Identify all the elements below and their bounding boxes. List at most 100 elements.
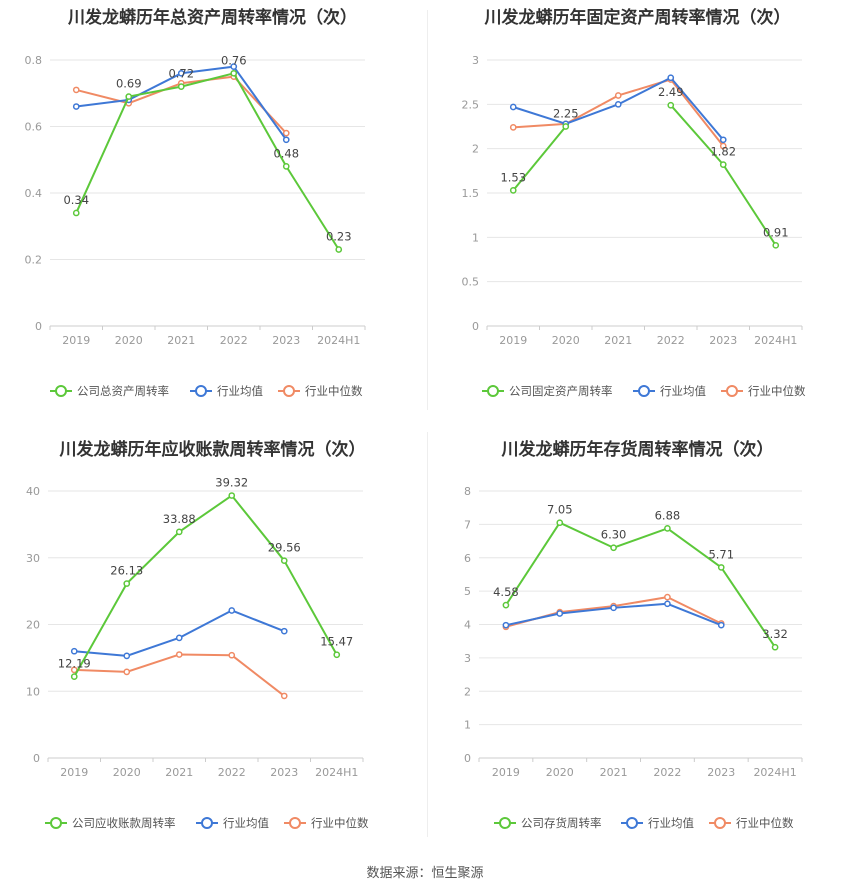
data-point-avg xyxy=(614,100,622,108)
y-tick-label: 2.5 xyxy=(462,98,480,111)
data-point-median xyxy=(719,142,727,150)
legend-label: 行业均值 xyxy=(223,816,269,830)
y-tick-label: 0.8 xyxy=(25,54,43,67)
data-label: 7.05 xyxy=(547,503,573,517)
legend-swatch-marker xyxy=(289,817,301,829)
data-point-median xyxy=(123,668,131,676)
data-point-median xyxy=(509,124,517,131)
series-line-avg xyxy=(74,609,285,657)
line-chart: 0 1 2 3 4 5 6 7 8 2019 2020 2021 2022 2023 2024H1 4.58 7… xyxy=(464,485,803,830)
data-label: 1.82 xyxy=(710,145,736,159)
data-point-avg xyxy=(719,136,727,144)
chart-title: 川发龙蟒历年应收账款周转率情况（次） xyxy=(59,440,366,460)
data-point-avg xyxy=(280,627,288,635)
y-tick-label: 1 xyxy=(472,231,479,244)
legend-swatch-marker xyxy=(50,817,62,829)
data-label: 5.71 xyxy=(708,547,734,561)
data-point-median xyxy=(664,593,671,601)
data-point-median xyxy=(175,651,183,658)
series-line-median xyxy=(513,78,725,147)
data-point-avg xyxy=(72,103,80,110)
chart-panel-receivables-turnover: 川发龙蟒历年应收账款周转率情况（次） 0 10 20 30 40 2019 2020 2021… xyxy=(0,432,425,842)
chart-title: 川发龙蟒历年总资产周转率情况（次） xyxy=(68,8,357,28)
data-point-avg xyxy=(610,604,617,612)
legend-swatch-marker xyxy=(195,385,207,397)
y-tick-label: 5 xyxy=(464,585,471,598)
data-label: 33.88 xyxy=(163,512,196,526)
legend-label: 行业中位数 xyxy=(305,384,363,398)
series-line-company xyxy=(73,494,338,678)
legend-label: 行业中位数 xyxy=(736,816,794,830)
data-point-company xyxy=(280,557,288,565)
chart-panel-fixed-asset-turnover: 川发龙蟒历年固定资产周转率情况（次） 0 0.5 1 1.5 2 2.5 3 2019 2020… xyxy=(425,0,850,410)
data-point-median xyxy=(282,129,290,137)
data-point-company xyxy=(610,544,617,552)
data-label: 1.53 xyxy=(500,170,526,184)
legend-label: 公司存货周转率 xyxy=(521,816,602,830)
data-point-company xyxy=(717,564,725,571)
y-tick-label: 0.6 xyxy=(25,121,43,134)
legend-label: 行业均值 xyxy=(660,384,706,398)
series-line-company xyxy=(75,72,340,251)
data-point-company xyxy=(125,93,133,100)
data-point-company xyxy=(228,492,236,499)
x-tick-label: 2019 xyxy=(60,766,88,779)
data-point-company xyxy=(509,186,517,194)
y-tick-label: 0.5 xyxy=(462,276,480,289)
data-point-company xyxy=(667,101,675,109)
data-point-avg xyxy=(177,69,185,77)
x-tick-label: 2021 xyxy=(167,334,195,347)
data-label: 0.23 xyxy=(326,230,352,244)
data-point-avg xyxy=(664,600,671,608)
legend-swatch-marker xyxy=(201,817,213,829)
y-tick-label: 0 xyxy=(464,752,471,765)
x-tick-label: 2022 xyxy=(653,766,681,779)
line-chart: 0 0.5 1 1.5 2 2.5 3 2019 2020 2021 2022 2023 2024H1 1… xyxy=(462,54,806,398)
legend-label: 行业中位数 xyxy=(311,816,369,830)
line-chart: 0 10 20 30 40 2019 2020 2021 2022 2023 2024H1 12.19… xyxy=(26,476,369,830)
legend-label: 公司总资产周转率 xyxy=(77,384,169,398)
data-label: 0.69 xyxy=(116,77,142,91)
data-point-company xyxy=(502,601,510,609)
y-tick-label: 1 xyxy=(464,719,471,732)
y-tick-label: 8 xyxy=(464,485,471,498)
data-point-median xyxy=(280,692,288,700)
data-label: 2.49 xyxy=(658,85,684,99)
data-label: 3.32 xyxy=(762,627,788,641)
x-tick-label: 2023 xyxy=(709,334,737,347)
data-label: 6.30 xyxy=(601,528,627,542)
x-tick-label: 2020 xyxy=(113,766,141,779)
legend-label: 行业均值 xyxy=(648,816,694,830)
panel-divider xyxy=(427,432,428,837)
data-label: 12.19 xyxy=(58,657,91,671)
data-label: 6.88 xyxy=(655,508,681,522)
x-tick-label: 2021 xyxy=(600,766,628,779)
y-tick-label: 1.5 xyxy=(462,187,480,200)
legend-swatch-marker xyxy=(714,817,726,829)
data-point-avg xyxy=(230,63,238,71)
y-tick-label: 0.2 xyxy=(25,254,43,267)
x-tick-label: 2021 xyxy=(604,334,632,347)
legend-swatch-marker xyxy=(283,385,295,397)
y-tick-label: 30 xyxy=(26,552,40,565)
data-point-company xyxy=(333,651,341,659)
data-point-company xyxy=(664,525,671,532)
y-tick-label: 7 xyxy=(464,518,471,531)
data-point-avg xyxy=(175,634,183,642)
data-point-company xyxy=(562,123,570,130)
data-point-company xyxy=(175,528,183,536)
data-label: 29.56 xyxy=(268,541,301,555)
x-tick-label: 2022 xyxy=(218,766,246,779)
data-point-median xyxy=(70,666,78,674)
series-line-median xyxy=(74,653,285,697)
legend-swatch-marker xyxy=(499,817,511,829)
y-tick-label: 0.4 xyxy=(25,187,43,200)
data-source: 数据来源：恒生聚源 xyxy=(366,866,484,881)
chart-title: 川发龙蟒历年存货周转率情况（次） xyxy=(501,440,774,460)
y-tick-label: 2 xyxy=(464,685,471,698)
x-tick-label: 2024H1 xyxy=(315,766,358,779)
data-label: 39.32 xyxy=(215,476,248,490)
data-point-company xyxy=(282,163,290,170)
data-point-company xyxy=(177,83,185,90)
data-point-avg xyxy=(123,652,131,660)
